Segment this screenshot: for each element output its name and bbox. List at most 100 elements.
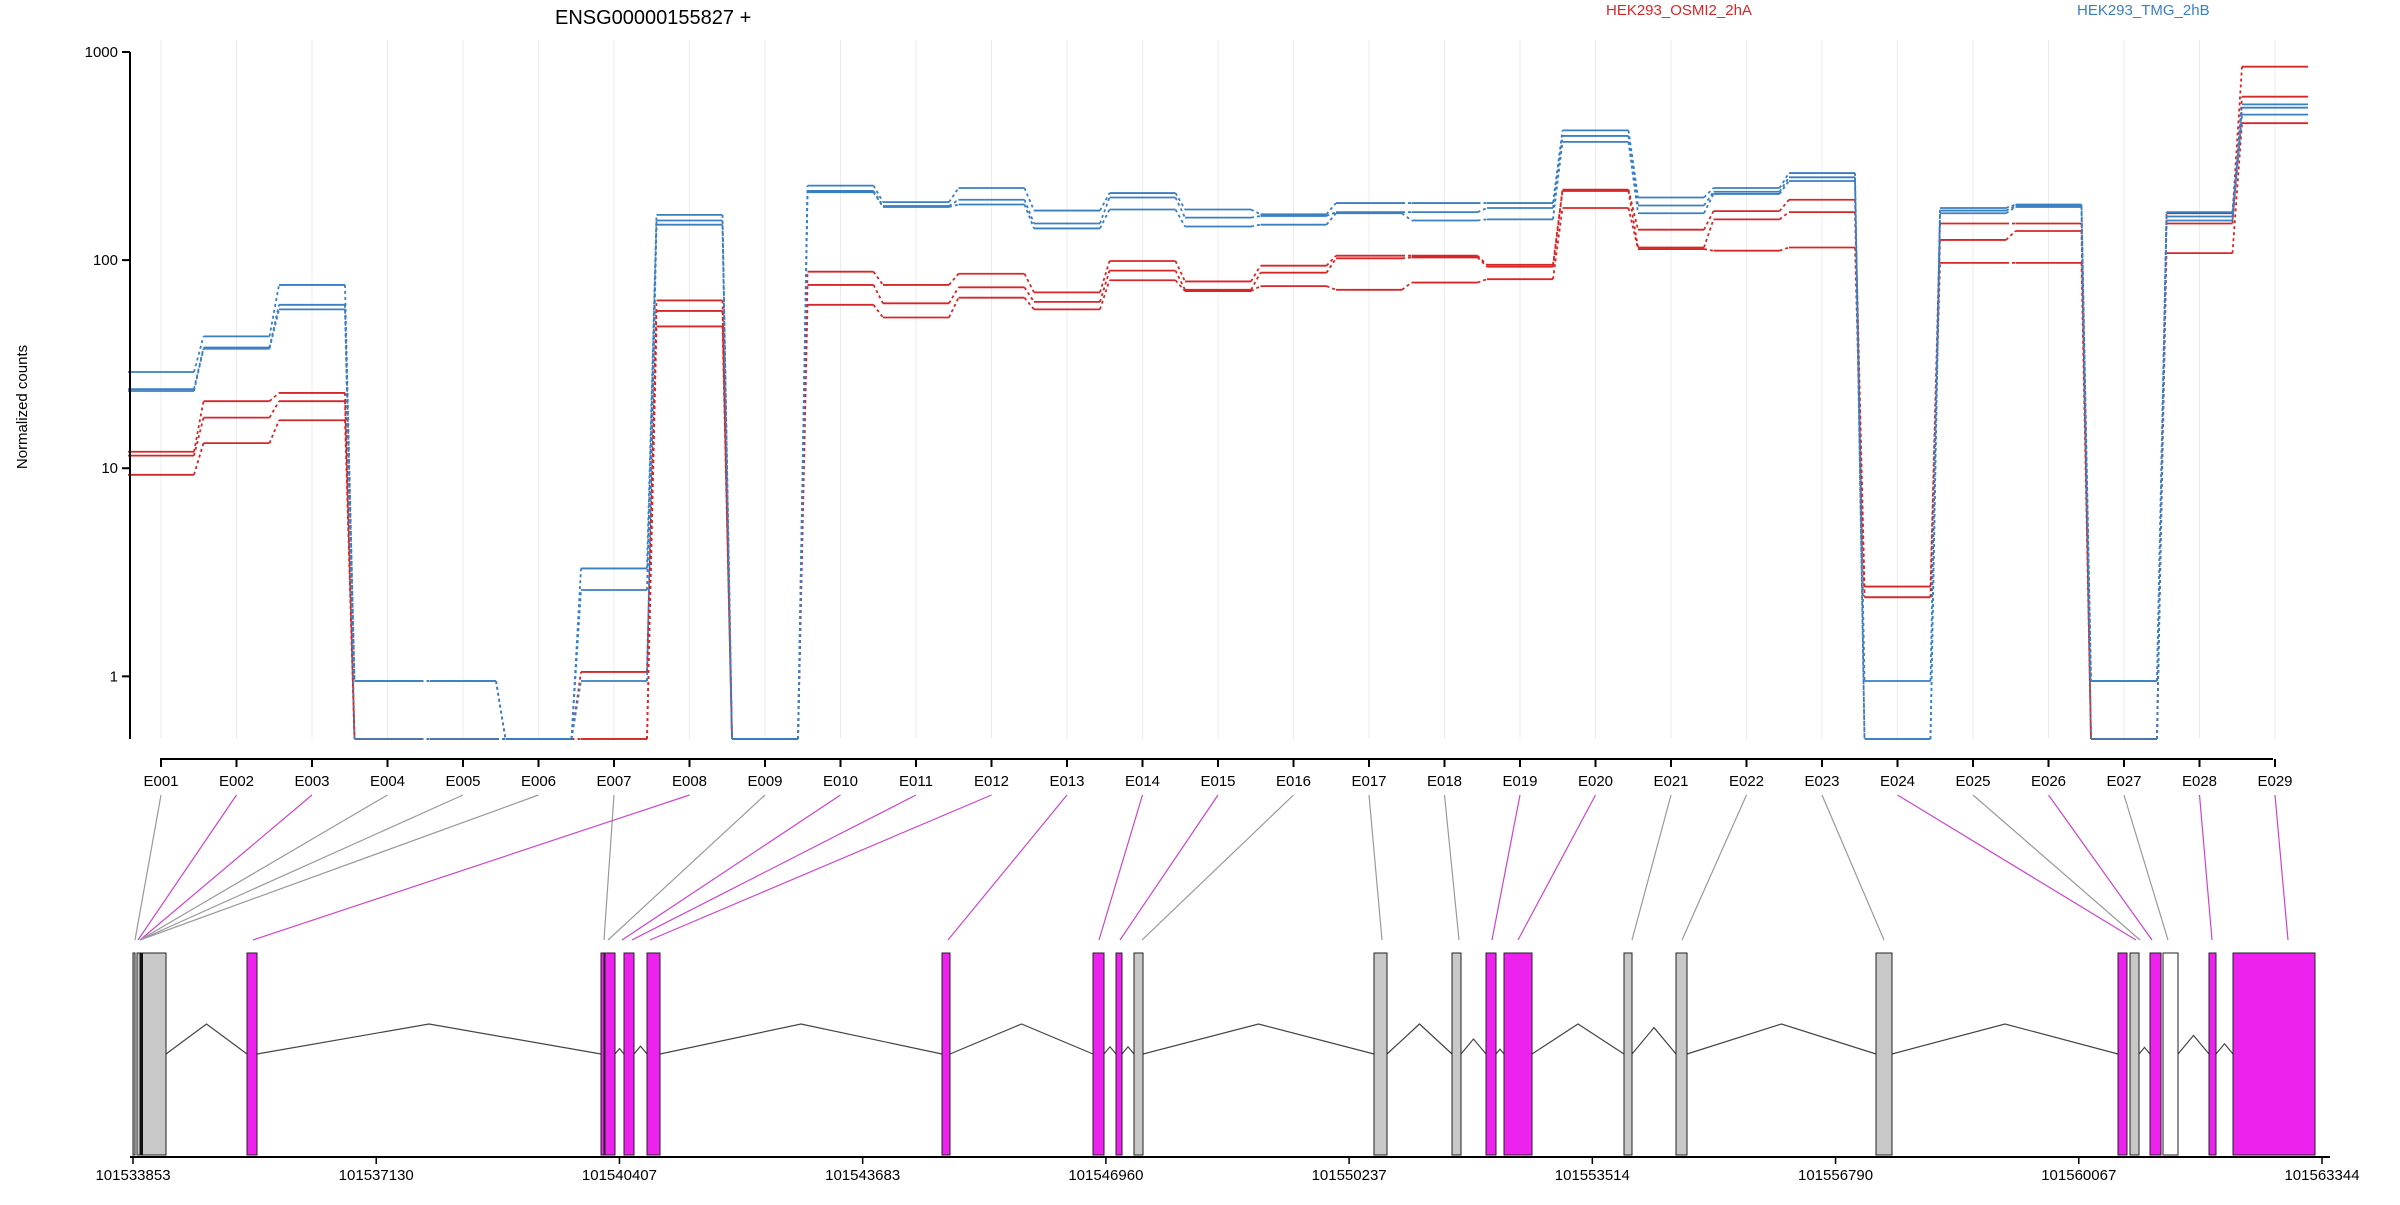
- y-tick-label: 100: [93, 252, 118, 269]
- series-transition: [268, 419, 280, 444]
- series-transition: [268, 400, 280, 419]
- intron-line: [1631, 1026, 1677, 1055]
- intron-line: [1495, 1048, 1505, 1055]
- exon-connector-line: [607, 794, 766, 941]
- genomic-tick-label: 101563344: [2284, 1167, 2359, 1184]
- exon-box: [1451, 952, 1462, 1156]
- exon-connector-line: [1972, 794, 2141, 941]
- exon-connector-line: [2123, 794, 2169, 941]
- exon-box: [140, 953, 143, 1155]
- intron-line: [1121, 1045, 1135, 1055]
- exon-connector-line: [1681, 794, 1748, 941]
- exon-box: [2117, 952, 2128, 1156]
- exon-connector-line: [1631, 794, 1672, 941]
- exon-connector-line: [649, 794, 992, 941]
- x-tick-label: E012: [974, 773, 1009, 790]
- series-transition: [797, 190, 809, 740]
- exon-connector-line: [1098, 794, 1144, 941]
- intron-line: [1386, 1023, 1453, 1055]
- series-transition: [797, 192, 809, 740]
- series-transition: [1023, 297, 1035, 310]
- series-transition: [1099, 197, 1111, 224]
- genomic-tick-label: 101553514: [1555, 1167, 1630, 1184]
- series-transition: [872, 284, 884, 304]
- series-transition: [721, 224, 733, 740]
- series-transition: [1703, 219, 1715, 248]
- series-transition: [948, 199, 959, 207]
- x-tick-label: E018: [1427, 773, 1462, 790]
- exon-connector-line: [134, 794, 162, 941]
- series-transition: [646, 300, 658, 672]
- intron-line: [1460, 1038, 1487, 1055]
- series-transition: [193, 348, 205, 392]
- exon-connector-line: [139, 794, 539, 941]
- series-transition: [646, 326, 658, 740]
- genomic-tick-label: 101560067: [2041, 1167, 2116, 1184]
- series-transition: [570, 680, 582, 740]
- genomic-tick-label: 101543683: [825, 1167, 900, 1184]
- exon-connector-line: [2198, 794, 2213, 941]
- genomic-tick-label: 101546960: [1068, 1167, 1143, 1184]
- x-tick-label: E014: [1125, 773, 1160, 790]
- chart-title: ENSG00000155827 +: [555, 7, 751, 29]
- series-transition: [570, 589, 582, 740]
- series-transition: [1326, 285, 1337, 291]
- genomic-tick-label: 101540407: [582, 1167, 657, 1184]
- exon-box: [246, 952, 258, 1156]
- series-transition: [1023, 286, 1035, 303]
- series-transition: [344, 304, 356, 682]
- exon-connector-line: [252, 794, 690, 941]
- series-transition: [1779, 246, 1790, 252]
- x-tick-label: E009: [747, 773, 782, 790]
- series-transition: [1778, 180, 1790, 195]
- exon-box: [2208, 952, 2217, 1156]
- exon-connector-line: [2048, 794, 2153, 941]
- exon-connector-line: [1141, 794, 1294, 941]
- series-transition: [1552, 207, 1564, 280]
- intron-line: [949, 1023, 1094, 1055]
- series-transition: [1250, 223, 1261, 228]
- series-transition: [268, 309, 280, 349]
- series-transition: [1174, 279, 1186, 292]
- series-transition: [948, 297, 960, 318]
- exon-box: [1133, 952, 1144, 1156]
- exon-box: [600, 952, 605, 1156]
- intron-line: [633, 1045, 648, 1055]
- x-tick-label: E023: [1804, 773, 1839, 790]
- series-transition: [1023, 204, 1035, 229]
- series-transition: [872, 191, 884, 208]
- series-transition: [1477, 207, 1488, 213]
- x-tick-label: E022: [1729, 773, 1764, 790]
- series-transition: [948, 187, 960, 203]
- series-transition: [1929, 213, 1941, 740]
- exon-box: [1373, 952, 1388, 1156]
- series-transition: [1778, 176, 1790, 193]
- exon-connector-line: [603, 794, 615, 941]
- series-transition: [1703, 210, 1715, 231]
- intron-line: [614, 1047, 625, 1055]
- series-transition: [1477, 218, 1488, 222]
- intron-line: [1531, 1023, 1625, 1055]
- series-transition: [1250, 215, 1261, 219]
- series-transition: [344, 284, 356, 682]
- series-transition: [2005, 205, 2016, 212]
- exon-connector-line: [139, 794, 313, 941]
- series-transition: [1325, 257, 1337, 274]
- exon-connector-line: [947, 794, 1068, 941]
- series-transition: [1627, 135, 1639, 206]
- series-transition: [268, 284, 280, 337]
- intron-line: [165, 1023, 248, 1055]
- exon-box: [136, 952, 141, 1156]
- series-transition: [495, 680, 507, 740]
- exon-connector-line: [139, 794, 464, 941]
- series-transition: [2080, 204, 2092, 682]
- x-tick-label: E005: [445, 773, 480, 790]
- intron-line: [2177, 1034, 2210, 1055]
- intron-line: [1103, 1045, 1117, 1055]
- series-transition: [1476, 256, 1488, 268]
- exon-connector-line: [1517, 794, 1597, 941]
- series-transition: [1174, 197, 1186, 219]
- intron-line: [1891, 1023, 2119, 1055]
- y-axis-label: Normalized counts: [14, 345, 31, 469]
- x-tick-label: E025: [1955, 773, 1990, 790]
